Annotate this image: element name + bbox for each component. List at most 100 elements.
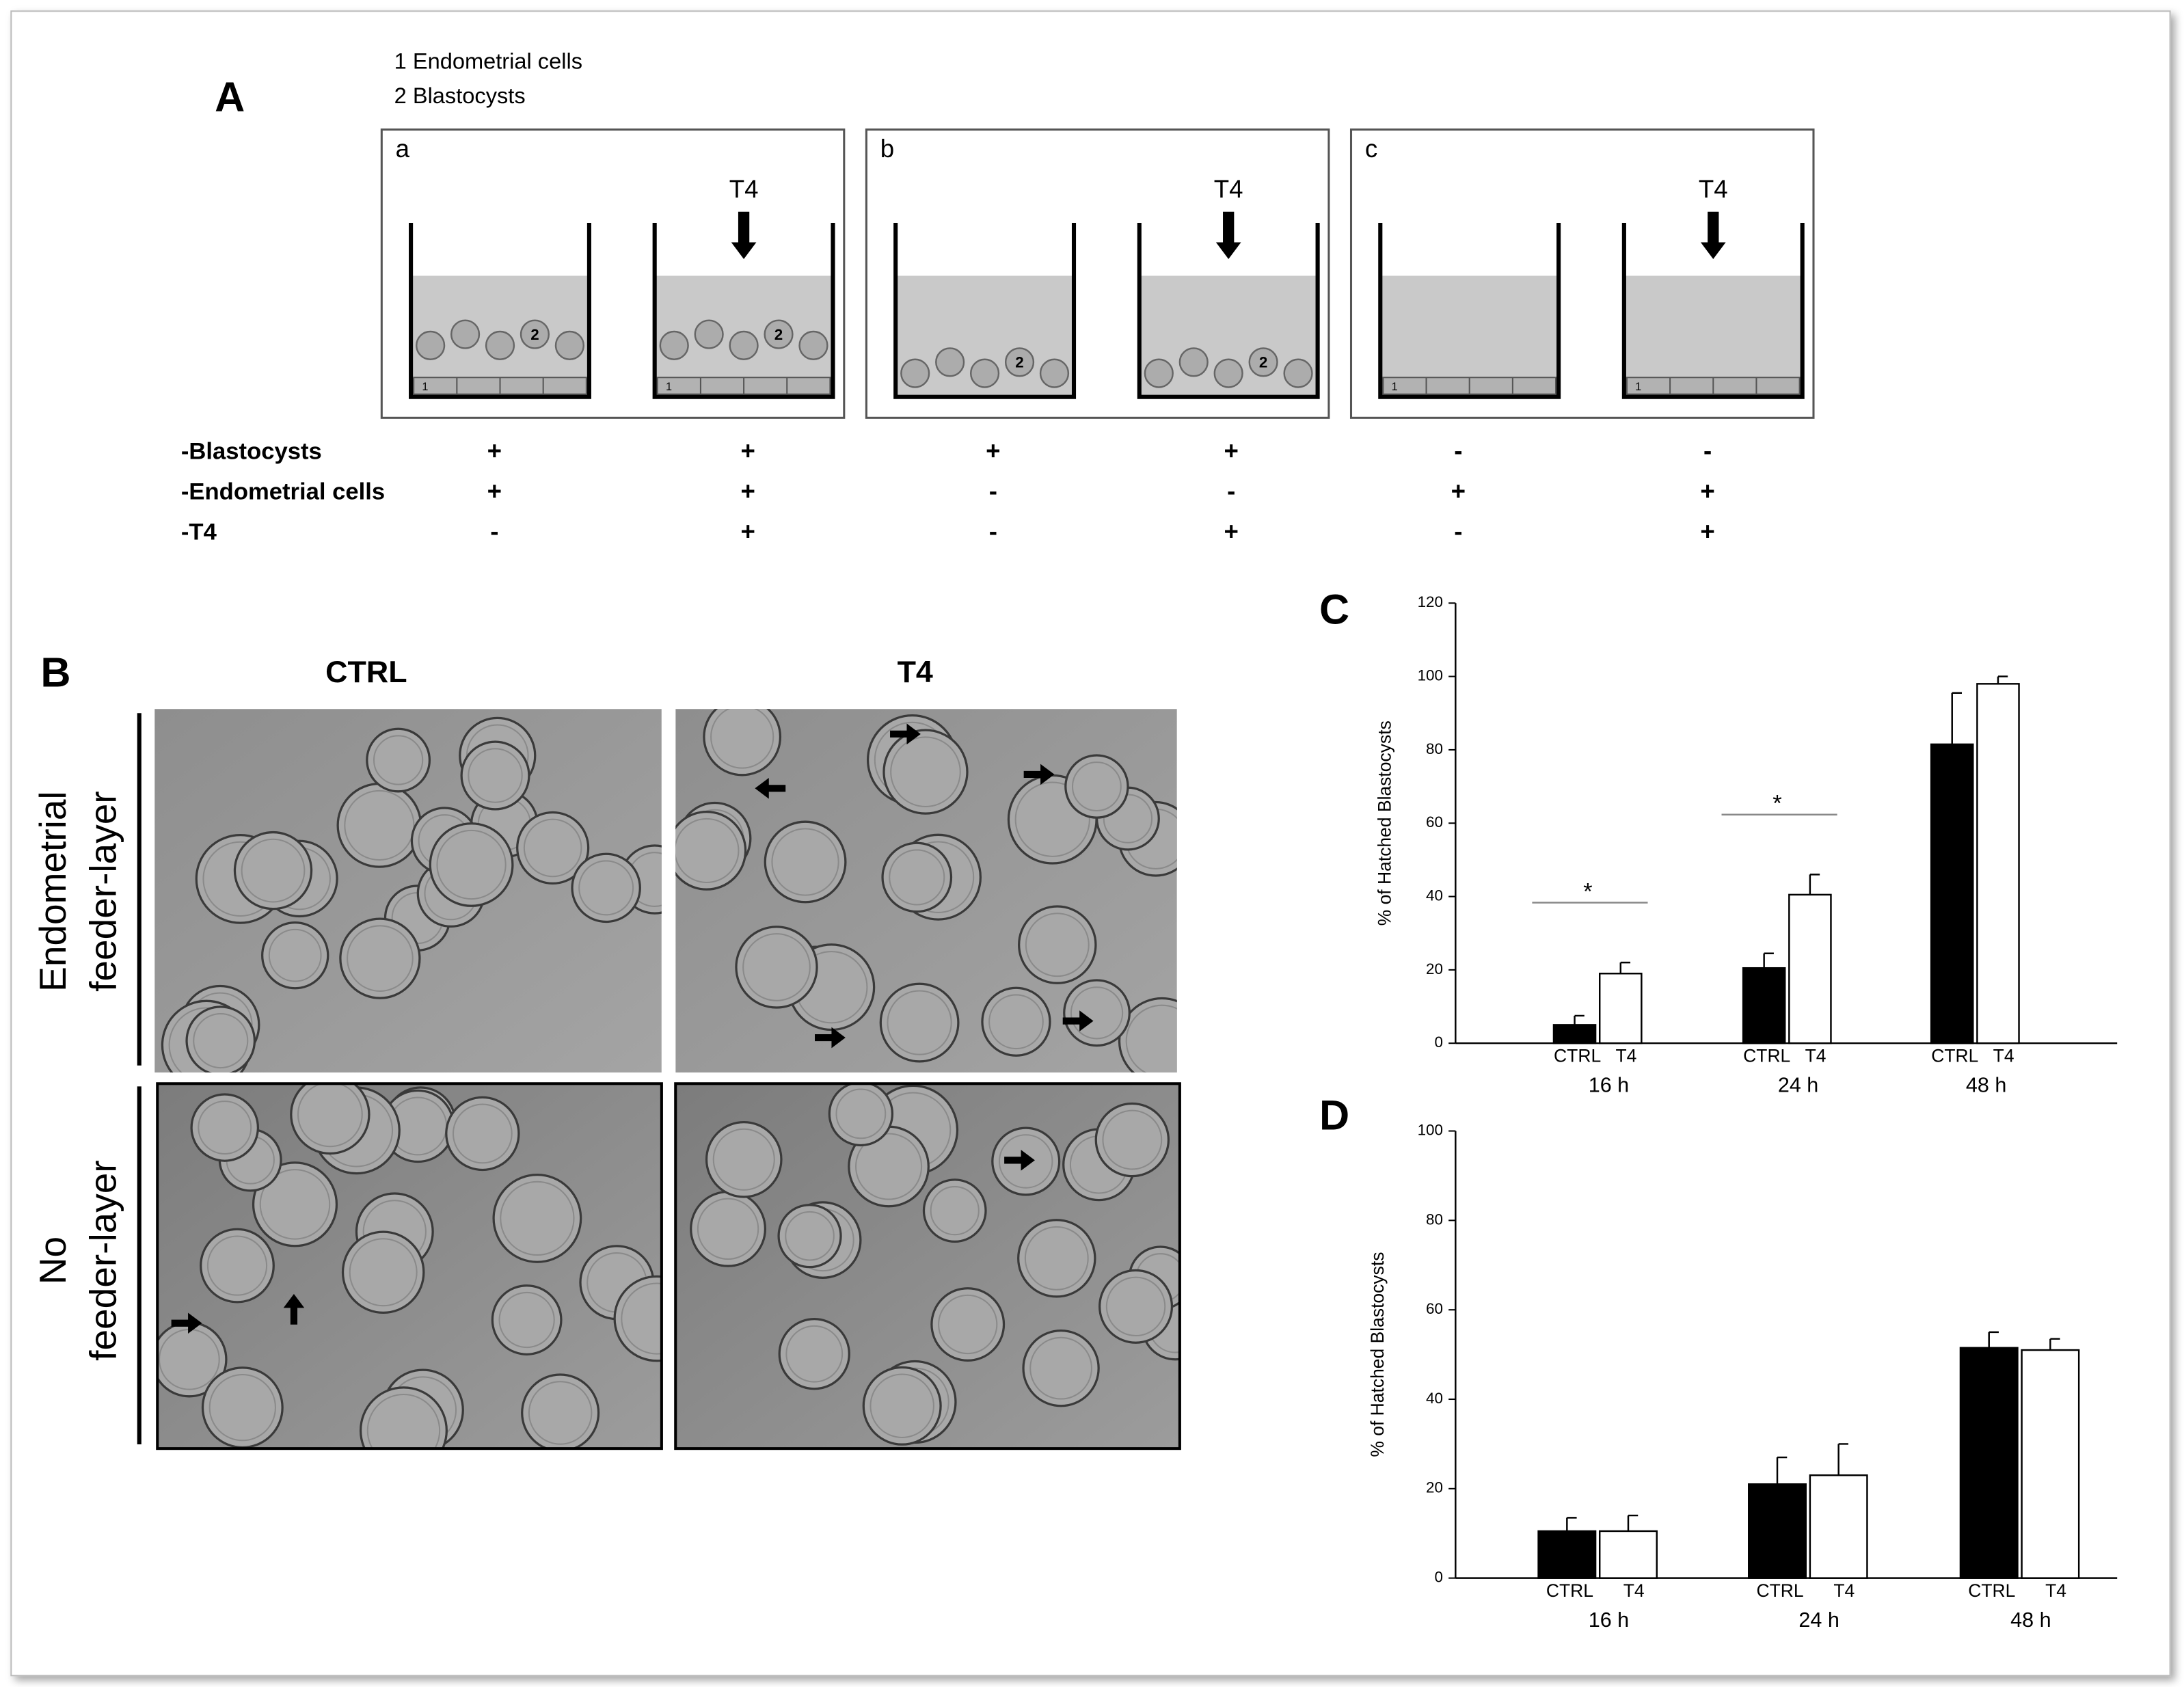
- bar: [1598, 1530, 1658, 1579]
- column-label: T4: [898, 655, 933, 689]
- row-name: -Endometrial cells: [181, 478, 385, 504]
- embryo-inner: [198, 1101, 252, 1155]
- blastocyst: [694, 319, 724, 349]
- row-cell: -: [1454, 437, 1462, 465]
- embryo: [882, 729, 969, 815]
- bar: [1598, 973, 1643, 1044]
- pointer-arrow: [890, 723, 921, 745]
- row-cell: -: [1454, 517, 1462, 545]
- row-cell: +: [487, 477, 502, 505]
- well-mark: 1: [1392, 381, 1398, 393]
- subpanel-label: c: [1365, 135, 1377, 163]
- blastocyst: [520, 319, 550, 349]
- row-cell: +: [1700, 517, 1714, 545]
- error-bar: [1574, 1014, 1585, 1025]
- blastocyst: [1039, 358, 1070, 388]
- blastocyst: [416, 330, 446, 360]
- blastocyst: [1213, 358, 1243, 388]
- y-tick-label: 0: [1435, 1034, 1443, 1051]
- embryo: [735, 926, 818, 1009]
- embryo: [879, 982, 960, 1063]
- embryo: [571, 852, 641, 923]
- series-label: CTRL: [1757, 1580, 1804, 1601]
- micrograph-border: [156, 1082, 663, 1450]
- embryo-inner: [347, 925, 414, 992]
- arrow: [1215, 211, 1241, 260]
- embryo-inner: [206, 1235, 268, 1296]
- well-mark: 1: [422, 381, 428, 393]
- error-bar: [1809, 874, 1820, 895]
- embryo: [491, 1284, 563, 1355]
- embryo-inner: [869, 1373, 934, 1438]
- legend-line: 2 Blastocysts: [394, 83, 526, 108]
- panel-label: D: [1319, 1092, 1349, 1138]
- embryo: [705, 1120, 783, 1198]
- embryo: [1064, 754, 1129, 819]
- well-mark: 2: [530, 326, 539, 343]
- y-tick-label: 100: [1418, 1121, 1443, 1138]
- embryo: [1017, 1219, 1096, 1298]
- error-bar: [1997, 675, 2008, 684]
- embryo-inner: [621, 1282, 662, 1355]
- row-cell: -: [1227, 477, 1235, 505]
- significance-label: *: [1583, 878, 1592, 904]
- pointer-arrow: [1004, 1150, 1035, 1171]
- row-cell: +: [1700, 477, 1714, 505]
- well-wall: [1621, 223, 1805, 399]
- embryo-inner: [1125, 1004, 1177, 1072]
- treatment-label: T4: [729, 175, 759, 203]
- panel-label: A: [215, 74, 245, 120]
- error-bar: [1776, 1456, 1788, 1485]
- embryo: [777, 1204, 842, 1269]
- series-label: T4: [1833, 1580, 1855, 1601]
- series-label: T4: [1993, 1046, 2014, 1066]
- embryo: [233, 831, 313, 910]
- row-label: feeder-layer: [81, 1160, 124, 1360]
- embryo-inner: [1105, 1276, 1166, 1337]
- y-axis-label: % of Hatched Blastocysts: [1367, 1252, 1388, 1457]
- blastocyst: [659, 330, 689, 360]
- x-tick-label: 24 h: [1798, 1608, 1839, 1632]
- embryo-inner: [578, 860, 634, 916]
- row-cell: +: [487, 437, 502, 465]
- embryo: [521, 1373, 600, 1449]
- embryo: [492, 1174, 582, 1263]
- series-label: T4: [2045, 1580, 2066, 1601]
- arrow: [731, 211, 757, 260]
- embryo: [613, 1275, 662, 1362]
- micrograph-border: [674, 1082, 1181, 1450]
- subpanel-label: a: [396, 135, 410, 163]
- bar: [1959, 1347, 2019, 1579]
- embryo-inner: [710, 709, 774, 769]
- embryo: [922, 1178, 987, 1243]
- bar: [1552, 1024, 1597, 1044]
- row-name: -T4: [181, 519, 217, 545]
- bar: [1537, 1530, 1597, 1579]
- embryo: [1063, 979, 1131, 1047]
- embryo-inner: [855, 1133, 923, 1200]
- bar: [1976, 683, 2020, 1044]
- bar: [1788, 893, 1832, 1044]
- panel-label: B: [40, 649, 70, 695]
- embryo: [359, 1386, 448, 1449]
- y-tick-label: 40: [1426, 1390, 1443, 1407]
- y-tick-label: 80: [1426, 740, 1443, 757]
- embryo: [339, 917, 421, 999]
- embryo-inner: [712, 1128, 775, 1191]
- row-cell: +: [1224, 437, 1239, 465]
- series-label: CTRL: [1546, 1580, 1593, 1601]
- pointer-arrow: [755, 778, 786, 799]
- y-tick-label: 80: [1426, 1211, 1443, 1228]
- embryo-inner: [1025, 913, 1090, 977]
- embryo-inner: [835, 1088, 887, 1139]
- embryo-inner: [771, 828, 839, 896]
- treatment-label: T4: [1699, 175, 1728, 203]
- x-tick-label: 48 h: [1966, 1073, 2006, 1096]
- embryo-inner: [938, 1294, 998, 1355]
- row-label: feeder-layer: [81, 791, 124, 991]
- bar: [1809, 1474, 1868, 1579]
- embryo-inner: [697, 1198, 759, 1260]
- x-tick-label: 16 h: [1589, 1073, 1629, 1096]
- error-bar: [1951, 692, 1962, 744]
